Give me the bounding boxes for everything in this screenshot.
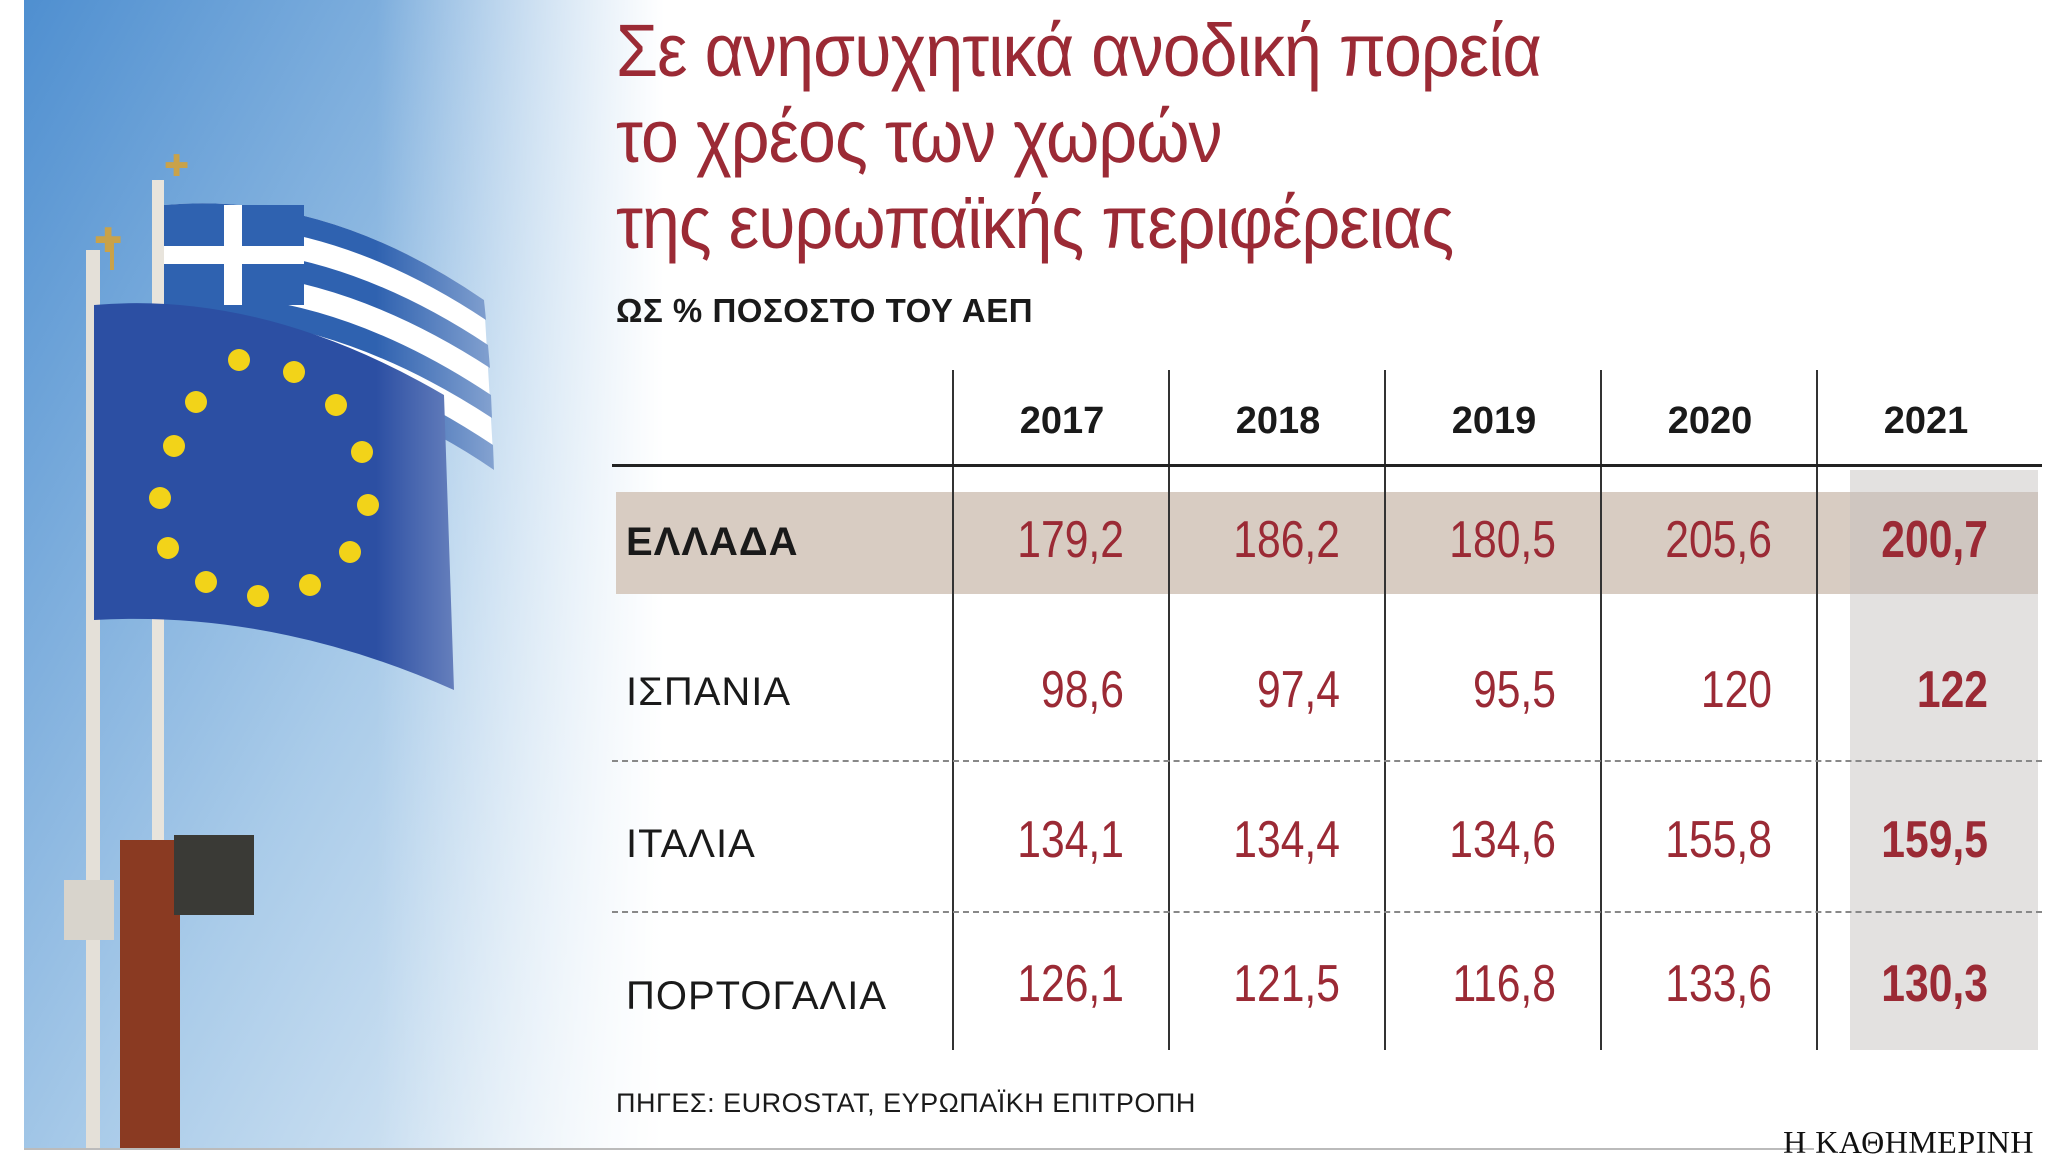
cell-portugal-2017: 126,1 xyxy=(1017,955,1124,1013)
publisher-logo: Η ΚΑΘΗΜΕΡΙΝΗ xyxy=(1783,1124,2034,1160)
title-line-3: της ευρωπαϊκής περιφέρειας xyxy=(616,181,1454,264)
title-line-1: Σε ανησυχητικά ανοδική πορεία xyxy=(616,9,1542,92)
cell-spain-2020: 120 xyxy=(1700,661,1772,719)
cell-greece-2018: 186,2 xyxy=(1233,511,1340,569)
column-divider xyxy=(1600,370,1602,1050)
chart-subtitle: ΩΣ % ΠΟΣΟΣΤΟ ΤΟΥ ΑΕΠ xyxy=(616,292,1034,329)
column-divider xyxy=(952,370,954,1050)
cell-portugal-2018: 121,5 xyxy=(1233,955,1340,1013)
column-header-2021: 2021 xyxy=(1883,400,1969,442)
cell-greece-2017: 179,2 xyxy=(1017,511,1124,569)
column-divider xyxy=(1384,370,1386,1050)
column-header-2019: 2019 xyxy=(1451,400,1537,442)
row-label-portugal: ΠΟΡΤΟΓΑΛΙΑ xyxy=(626,974,888,1018)
highlight-row-greece xyxy=(616,492,2034,594)
highlight-cell-greece-2021 xyxy=(1850,492,2038,594)
column-header-2018: 2018 xyxy=(1235,400,1321,442)
column-header-2017: 2017 xyxy=(1019,400,1105,442)
row-label-italy: ΙΤΑΛΙΑ xyxy=(626,822,756,866)
cell-spain-2019: 95,5 xyxy=(1473,661,1556,719)
cell-spain-2018: 97,4 xyxy=(1257,661,1340,719)
cell-portugal-2019: 116,8 xyxy=(1452,955,1556,1013)
bottom-rule xyxy=(24,1148,1814,1150)
cell-portugal-2021: 130,3 xyxy=(1881,955,1988,1013)
cell-spain-2021: 122 xyxy=(1916,661,1988,719)
column-header-2020: 2020 xyxy=(1667,400,1753,442)
column-divider xyxy=(1168,370,1170,1050)
row-label-spain: ΙΣΠΑΝΙΑ xyxy=(626,670,792,714)
cell-italy-2018: 134,4 xyxy=(1233,811,1340,869)
flags-photo: ✚ ✚ xyxy=(24,0,664,1150)
title-line-2: το χρέος των χωρών xyxy=(616,95,1222,178)
cell-italy-2017: 134,1 xyxy=(1017,811,1124,869)
cell-greece-2019: 180,5 xyxy=(1449,511,1556,569)
row-divider xyxy=(612,760,2042,762)
header-rule xyxy=(612,464,2042,467)
row-label-greece: ΕΛΛΑΔΑ xyxy=(626,520,799,564)
cell-greece-2020: 205,6 xyxy=(1665,511,1772,569)
source-note: ΠΗΓΕΣ: EUROSTAT, ΕΥΡΩΠΑΪΚΗ ΕΠΙΤΡΟΠΗ xyxy=(616,1088,1196,1118)
cell-italy-2020: 155,8 xyxy=(1665,811,1772,869)
row-divider xyxy=(612,911,2042,913)
chart-title: Σε ανησυχητικά ανοδική πορεία το χρέος τ… xyxy=(616,8,1922,266)
cell-spain-2017: 98,6 xyxy=(1041,661,1124,719)
cell-italy-2019: 134,6 xyxy=(1449,811,1556,869)
cell-greece-2021: 200,7 xyxy=(1881,511,1988,569)
cell-italy-2021: 159,5 xyxy=(1881,811,1988,869)
cell-portugal-2020: 133,6 xyxy=(1665,955,1772,1013)
column-divider xyxy=(1816,370,1818,1050)
debt-table: 2017 2018 2019 2020 2021 ΕΛΛΑΔΑ 179,2 18… xyxy=(612,370,2042,1060)
